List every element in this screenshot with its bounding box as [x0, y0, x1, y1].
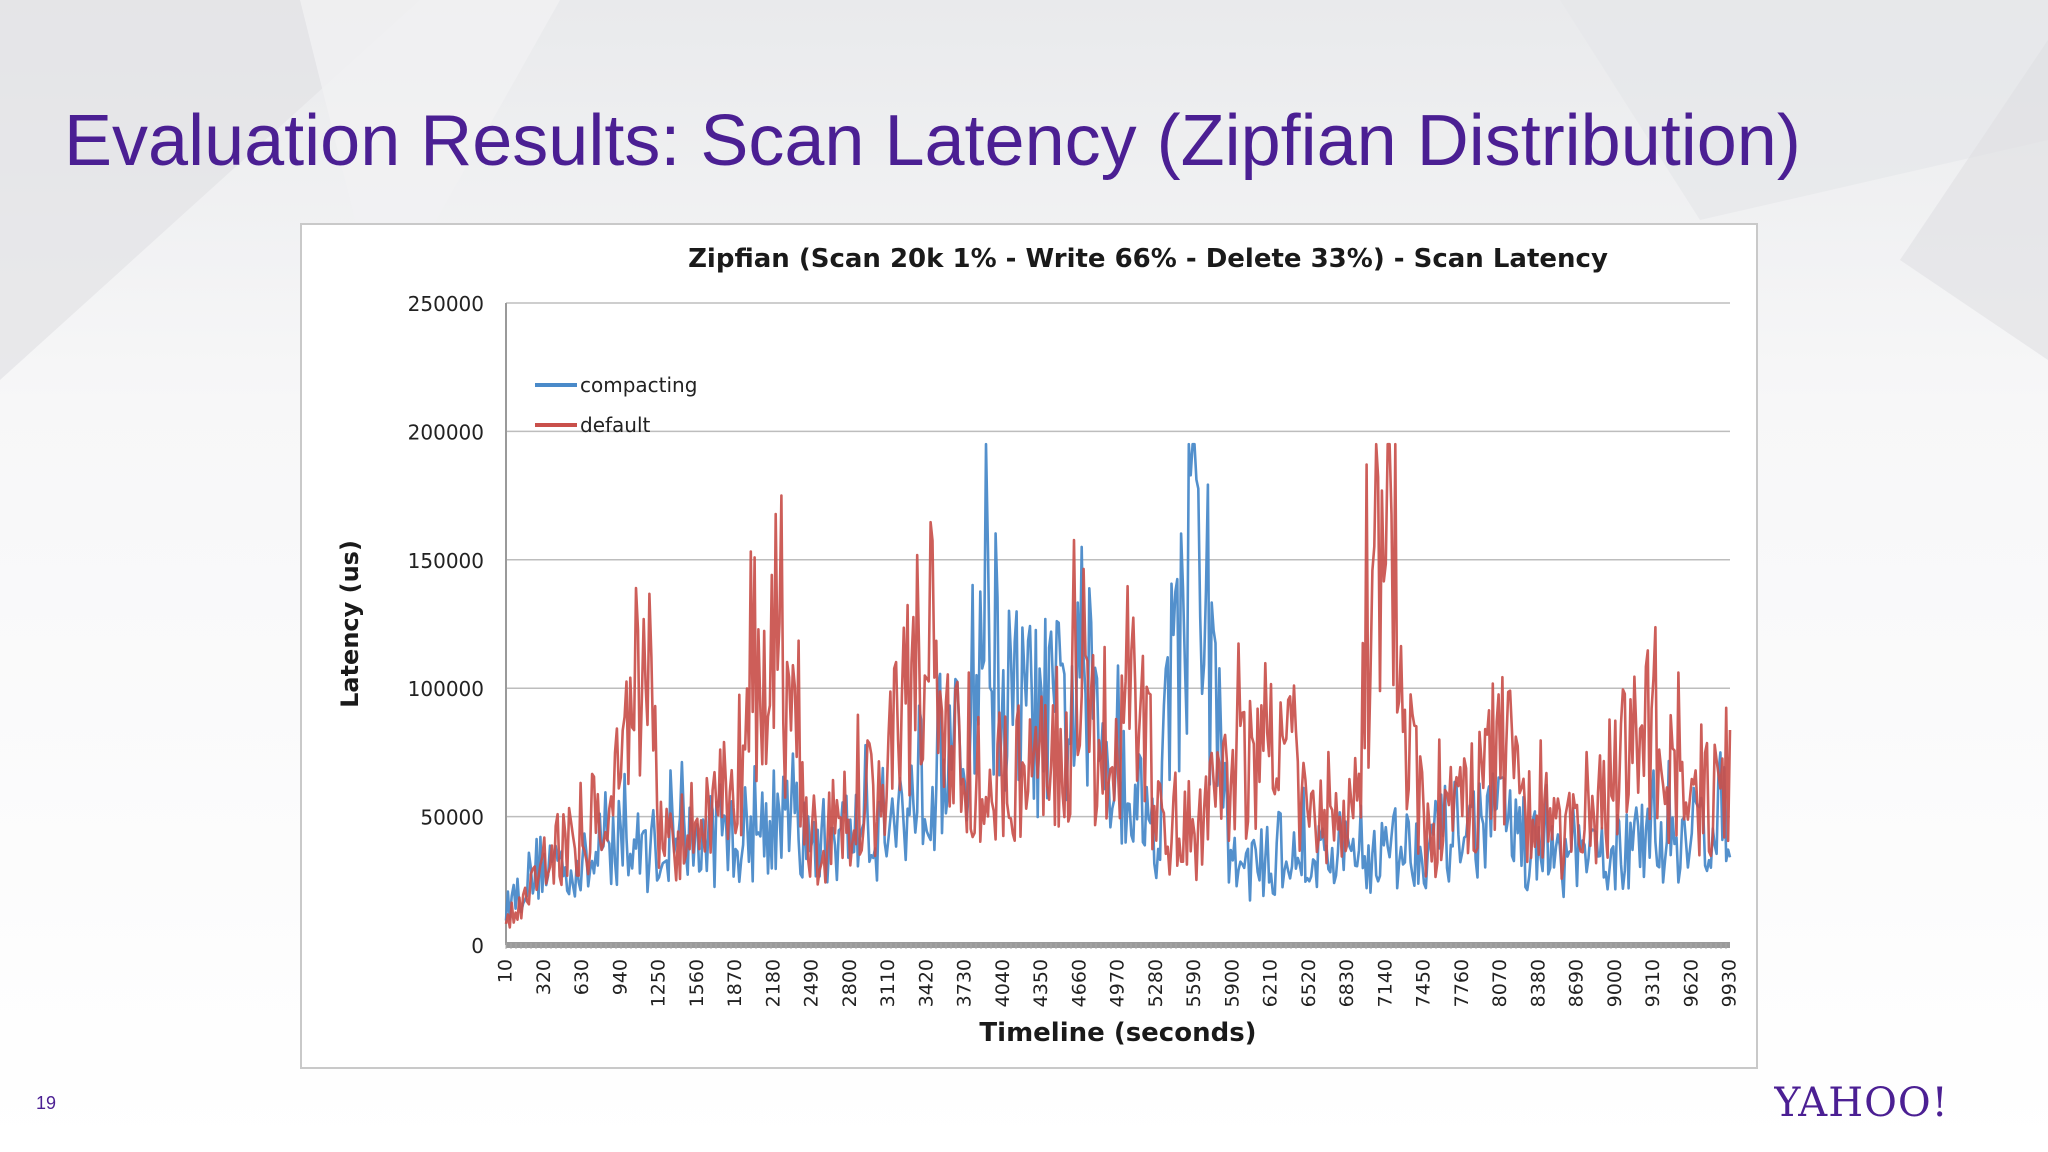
chart-frame: Zipfian (Scan 20k 1% - Write 66% - Delet…	[300, 223, 1758, 1069]
y-tick-label: 150000	[408, 549, 484, 573]
x-tick-label: 7450	[1413, 959, 1435, 1007]
x-tick-label: 2180	[762, 959, 784, 1007]
slide-title: Evaluation Results: Scan Latency (Zipfia…	[64, 101, 1801, 181]
x-tick-label: 2800	[839, 959, 861, 1007]
x-tick-label: 2490	[801, 959, 823, 1007]
x-tick-label: 6830	[1336, 959, 1358, 1007]
x-tick-label: 9000	[1604, 959, 1626, 1007]
x-tick-label: 4350	[1030, 959, 1052, 1007]
x-tick-label: 9930	[1719, 959, 1741, 1007]
y-tick-label: 0	[471, 934, 484, 958]
x-tick-label: 3730	[954, 959, 976, 1007]
x-tick-label: 320	[533, 959, 555, 995]
x-tick-label: 8690	[1566, 959, 1588, 1007]
x-tick-label: 10	[495, 959, 517, 983]
y-tick-label: 250000	[408, 292, 484, 316]
x-tick-label: 4660	[1068, 959, 1090, 1007]
x-tick-label: 4970	[1107, 959, 1129, 1007]
x-tick-label: 9310	[1642, 959, 1664, 1007]
x-tick-label: 940	[609, 959, 631, 995]
x-axis-title: Timeline (seconds)	[979, 1018, 1256, 1048]
y-tick-label: 200000	[408, 420, 484, 444]
line-chart: Zipfian (Scan 20k 1% - Write 66% - Delet…	[336, 244, 1741, 1048]
x-tick-label: 8380	[1527, 959, 1549, 1007]
x-tick-label: 3420	[915, 959, 937, 1007]
x-tick-label: 6210	[1260, 959, 1282, 1007]
x-tick-label: 4040	[992, 959, 1014, 1007]
y-tick-label: 100000	[408, 677, 484, 701]
yahoo-logo: YAHOO!	[1774, 1080, 1949, 1124]
y-tick-label: 50000	[420, 806, 484, 830]
x-tick-label: 5590	[1183, 959, 1205, 1007]
x-tick-label: 5280	[1145, 959, 1167, 1007]
x-tick-label: 8070	[1489, 959, 1511, 1007]
x-tick-label: 7140	[1374, 959, 1396, 1007]
x-tick-label: 9620	[1680, 959, 1702, 1007]
x-tick-label: 630	[571, 959, 593, 995]
x-tick-label: 7760	[1451, 959, 1473, 1007]
legend-label-compacting: compacting	[580, 373, 697, 397]
x-tick-label: 1250	[648, 959, 670, 1007]
x-tick-label: 1870	[724, 959, 746, 1007]
x-tick-label: 1560	[686, 959, 708, 1007]
x-tick-label: 6520	[1298, 959, 1320, 1007]
x-tick-label: 3110	[877, 959, 899, 1007]
svg-text:YAHOO!: YAHOO!	[1774, 1080, 1949, 1124]
x-tick-label: 5900	[1221, 959, 1243, 1007]
series-line-default	[504, 442, 1732, 929]
chart-title: Zipfian (Scan 20k 1% - Write 66% - Delet…	[688, 244, 1608, 274]
legend-label-default: default	[580, 413, 651, 437]
page-number: 19	[36, 1093, 57, 1113]
y-axis-title: Latency (us)	[336, 540, 364, 708]
